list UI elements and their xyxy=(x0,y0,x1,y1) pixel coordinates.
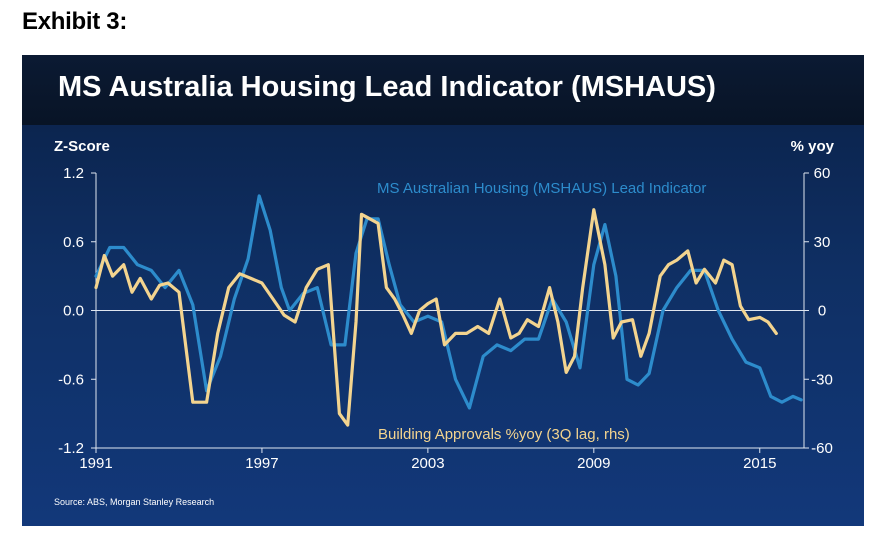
y-right-tick-label: 30 xyxy=(814,234,831,251)
y-left-tick-label: 0.0 xyxy=(63,303,84,320)
source-note: Source: ABS, Morgan Stanley Research xyxy=(54,497,214,507)
annotation-building-approvals: Building Approvals %yoy (3Q lag, rhs) xyxy=(378,426,630,443)
x-tick-label: 1991 xyxy=(79,455,112,472)
y-right-tick-label: -60 xyxy=(811,440,833,457)
y-right-tick-label: 60 xyxy=(814,165,831,182)
chart-svg: Z-Score % yoy 1.2 0.6 0.0 -0.6 -1.2 60 30 0 -30 -60… xyxy=(54,138,835,507)
y-axis-right-title: % yoy xyxy=(791,138,835,155)
y-left-tick-label: 0.6 xyxy=(63,234,84,251)
exhibit-label: Exhibit 3: xyxy=(22,8,128,35)
y-left-tick-label: 1.2 xyxy=(63,165,84,182)
series-line-mshaus xyxy=(94,194,803,410)
x-tick-label: 2003 xyxy=(411,455,444,472)
x-tick-label: 1997 xyxy=(245,455,278,472)
x-tick-label: 2009 xyxy=(577,455,610,472)
y-right-tick-label: 0 xyxy=(818,303,826,320)
series-line-building-approvals xyxy=(94,208,778,427)
chart-panel: MS Australia Housing Lead Indicator (MSH… xyxy=(22,55,864,526)
chart-title: MS Australia Housing Lead Indicator (MSH… xyxy=(58,71,716,103)
chart-title-bar: MS Australia Housing Lead Indicator (MSH… xyxy=(22,55,864,125)
annotation-mshaus: MS Australian Housing (MSHAUS) Lead Indi… xyxy=(377,180,706,197)
x-tick-label: 2015 xyxy=(743,455,776,472)
y-left-tick-label: -0.6 xyxy=(58,371,84,388)
y-axis-left-title: Z-Score xyxy=(54,138,110,155)
y-left-tick-label: -1.2 xyxy=(58,440,84,457)
y-right-tick-label: -30 xyxy=(811,371,833,388)
